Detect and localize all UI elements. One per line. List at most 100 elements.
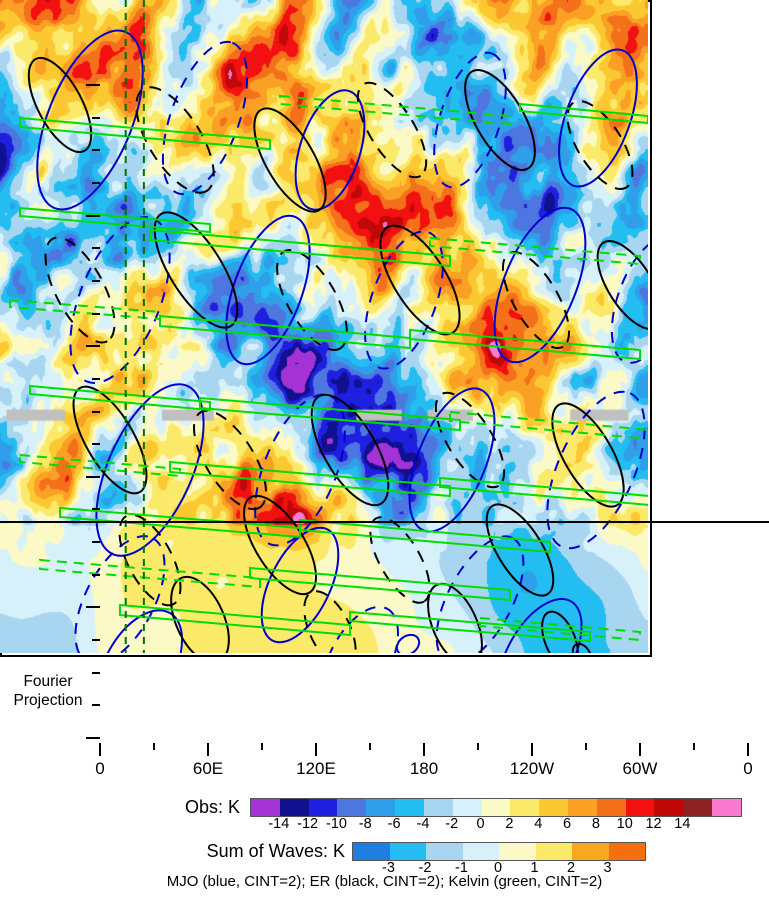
contour-ellipse bbox=[303, 590, 357, 653]
colorbar-obs-strip bbox=[250, 798, 742, 817]
contour-ellipse bbox=[493, 206, 587, 364]
colorbar-tick-label: 12 bbox=[645, 816, 662, 832]
contour-path bbox=[519, 102, 648, 125]
colorbar-swatch bbox=[608, 843, 645, 860]
y-tick-major bbox=[86, 606, 100, 609]
x-tick-minor bbox=[152, 743, 155, 750]
y-tick-minor bbox=[92, 671, 100, 674]
x-tick-minor bbox=[585, 743, 587, 750]
colorbar-swatch bbox=[423, 799, 453, 816]
colorbar-tick-label: -2 bbox=[418, 860, 432, 876]
colorbar-tick-label: -3 bbox=[382, 860, 395, 876]
contour-ellipse bbox=[193, 409, 267, 511]
y-tick-minor bbox=[92, 704, 100, 707]
contour-ellipse bbox=[395, 633, 421, 653]
x-tick-major bbox=[314, 743, 317, 756]
colorbar-swatch bbox=[308, 799, 338, 816]
colorbar-swatch bbox=[654, 799, 684, 816]
y-tick-minor bbox=[92, 181, 100, 184]
x-tick-major bbox=[99, 743, 101, 756]
contour-ellipse bbox=[571, 642, 593, 653]
contour-path bbox=[29, 384, 211, 412]
colorbar-swatch bbox=[251, 799, 280, 816]
x-tick-label: 120E bbox=[296, 759, 336, 778]
colorbar-tick-label: 1 bbox=[530, 860, 539, 876]
x-tick-label: 60W bbox=[622, 759, 658, 778]
contour-path bbox=[119, 603, 351, 637]
contour-ellipse bbox=[364, 230, 444, 370]
contour-path bbox=[169, 460, 451, 498]
contour-ellipse bbox=[225, 214, 311, 366]
y-tick-minor bbox=[92, 279, 100, 282]
colorbar-tick-label: -6 bbox=[387, 816, 401, 832]
colorbar-tick-label: 8 bbox=[591, 816, 600, 832]
contour-ellipse bbox=[501, 250, 571, 350]
contour-path bbox=[429, 236, 641, 266]
contour-path bbox=[249, 566, 511, 602]
colorbar-sum-of-waves-label: Sum of Waves: K bbox=[206, 841, 345, 861]
contour-path bbox=[199, 396, 461, 432]
fourier-note-line1: Fourier bbox=[23, 673, 73, 690]
colorbar-swatch bbox=[535, 843, 572, 860]
colorbar-sum-of-waves-strip bbox=[352, 842, 646, 861]
y-tick-major bbox=[86, 214, 100, 217]
y-tick-minor bbox=[92, 541, 100, 544]
colorbar-tick-label: 0 bbox=[476, 816, 485, 832]
colorbar-swatch bbox=[462, 843, 499, 860]
y-tick-minor bbox=[92, 377, 100, 380]
colorbar-swatch bbox=[712, 799, 741, 816]
colorbar-swatch bbox=[499, 843, 536, 860]
contour-path bbox=[19, 206, 211, 234]
contour-path bbox=[19, 116, 271, 151]
colorbar-swatch bbox=[596, 799, 626, 816]
hovmoller-plot[interactable] bbox=[0, 0, 769, 657]
colorbar-swatch bbox=[567, 799, 597, 816]
x-tick-major bbox=[531, 743, 533, 756]
x-tick-major bbox=[638, 743, 641, 756]
x-tick-label: 60E bbox=[192, 759, 224, 778]
colorbar-obs-ticks: -14 -12 -10 -8 -6 -4 -2 0 2 4 6 8 10 12 14 bbox=[250, 816, 740, 834]
x-axis: 0 60E 120E 180 120W 60W 0 bbox=[95, 743, 753, 783]
colorbar-swatch bbox=[395, 799, 424, 816]
x-tick-minor bbox=[476, 743, 479, 750]
colorbar-tick-label: 2 bbox=[566, 860, 576, 876]
colorbar-tick-label: -8 bbox=[358, 816, 372, 832]
y-tick-major bbox=[86, 475, 100, 478]
contour-ellipse bbox=[434, 391, 506, 489]
colorbar-swatch bbox=[389, 843, 426, 860]
contour-ellipse bbox=[546, 390, 646, 550]
colorbar-swatch bbox=[481, 799, 511, 816]
contour-ellipse bbox=[72, 385, 148, 495]
contour-path bbox=[439, 476, 648, 506]
x-tick-minor bbox=[369, 743, 371, 750]
colorbar-tick-label: -14 bbox=[268, 816, 290, 832]
contour-ellipse bbox=[464, 69, 536, 171]
contour-path bbox=[9, 298, 161, 321]
contour-ellipse bbox=[566, 100, 634, 190]
x-tick-major bbox=[747, 743, 749, 756]
contour-ellipse bbox=[321, 605, 399, 653]
colorbar-tick-label: 6 bbox=[563, 816, 572, 832]
contour-ellipse bbox=[294, 89, 366, 211]
colorbar-swatch bbox=[452, 799, 482, 816]
contour-path bbox=[449, 410, 648, 440]
y-tick-minor bbox=[92, 508, 100, 511]
colorbar-obs-label: Obs: K bbox=[184, 797, 240, 817]
wave-legend-caption: MJO (blue, CINT=2); ER (black, CINT=2); … bbox=[166, 873, 603, 890]
contour-ellipse bbox=[596, 240, 648, 330]
x-tick-major bbox=[423, 743, 425, 756]
y-tick-minor bbox=[92, 410, 100, 413]
x-tick-label: 180 bbox=[409, 759, 439, 778]
contour-path bbox=[299, 518, 551, 554]
colorbar-swatch bbox=[426, 843, 463, 860]
contour-path bbox=[409, 328, 641, 361]
contour-ellipse bbox=[551, 402, 625, 508]
y-tick-minor bbox=[92, 443, 100, 446]
contour-ellipse bbox=[260, 526, 340, 644]
contour-ellipse bbox=[170, 575, 230, 653]
colorbar-tick-label: 14 bbox=[674, 816, 691, 832]
contour-ellipse bbox=[541, 610, 579, 653]
contour-ellipse bbox=[96, 609, 184, 653]
contour-path bbox=[479, 616, 641, 642]
colorbar-tick-label: 2 bbox=[505, 816, 514, 832]
